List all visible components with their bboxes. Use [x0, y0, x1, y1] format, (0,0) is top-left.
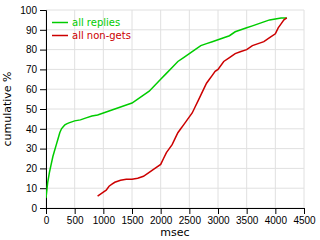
tick-label: 70 — [26, 64, 38, 75]
chart: 0 500 1000 1500 2000 2500 3000 3500 4000 4500 0 10 2… — [0, 0, 320, 240]
tick-mark — [275, 208, 276, 214]
legend-item: all replies — [52, 17, 120, 28]
tick: 90 — [26, 25, 46, 36]
axis-domain — [40, 11, 47, 209]
grid — [46, 10, 304, 208]
tick-label: 1500 — [121, 215, 144, 226]
grid-line-y — [46, 109, 304, 110]
legend-item: all non-gets — [52, 30, 131, 41]
tick-mark — [189, 208, 190, 214]
tick-label: 30 — [26, 143, 38, 154]
tick-label: 50 — [26, 104, 38, 115]
tick-mark — [75, 208, 76, 214]
tick-mark — [40, 50, 46, 51]
y-axis-title: cumulative % — [1, 71, 14, 146]
x-axis-title: msec — [160, 226, 189, 239]
legend-swatch — [52, 22, 68, 24]
tick: 100 — [20, 5, 46, 16]
tick: 40 — [26, 124, 46, 135]
tick: 2500 — [179, 208, 202, 226]
tick: 10 — [26, 183, 46, 194]
tick-label: 0 — [44, 215, 50, 226]
axis-domain — [47, 209, 305, 215]
tick-mark — [103, 208, 104, 214]
grid-line-y — [46, 168, 304, 169]
tick-mark — [40, 109, 46, 110]
tick: 30 — [26, 143, 46, 154]
tick: 80 — [26, 44, 46, 55]
tick: 4000 — [265, 208, 288, 226]
tick-mark — [218, 208, 219, 214]
tick: 70 — [26, 64, 46, 75]
tick-label: 0 — [31, 203, 37, 214]
tick: 0 — [44, 208, 50, 226]
tick-mark — [247, 208, 248, 214]
tick: 4500 — [293, 208, 316, 226]
tick-mark — [40, 129, 46, 130]
tick: 3000 — [207, 208, 230, 226]
grid-line-y — [46, 148, 304, 149]
tick-mark — [40, 188, 46, 189]
tick-label: 90 — [26, 25, 38, 36]
tick-label: 4000 — [265, 215, 288, 226]
tick: 0 — [31, 203, 46, 214]
legend-label: all replies — [72, 17, 120, 28]
tick: 20 — [26, 163, 46, 174]
grid-line-y — [46, 188, 304, 189]
tick: 500 — [67, 208, 84, 226]
tick: 3500 — [236, 208, 259, 226]
grid-line-y — [46, 89, 304, 90]
tick-mark — [40, 168, 46, 169]
tick: 50 — [26, 104, 46, 115]
tick-label: 2000 — [150, 215, 173, 226]
tick-mark — [40, 89, 46, 90]
tick-label: 20 — [26, 163, 38, 174]
tick-mark — [40, 30, 46, 31]
tick: 2000 — [150, 208, 173, 226]
grid-line-y — [46, 69, 304, 70]
series-group — [46, 18, 287, 198]
tick-label: 2500 — [179, 215, 202, 226]
y-axis: 0 10 20 30 40 50 60 70 80 90 100 — [20, 5, 46, 214]
tick-label: 500 — [67, 215, 84, 226]
legend: all replies all non-gets — [52, 17, 131, 41]
tick-mark — [40, 149, 46, 150]
tick-label: 4500 — [293, 215, 316, 226]
tick: 1000 — [93, 208, 116, 226]
line — [46, 18, 287, 198]
tick-label: 10 — [26, 183, 38, 194]
grid-line-y — [46, 10, 304, 11]
legend-label: all non-gets — [72, 30, 131, 41]
tick-label: 80 — [26, 44, 38, 55]
tick-label: 3500 — [236, 215, 259, 226]
plot: 0 500 1000 1500 2000 2500 3000 3500 4000 4500 0 10 2… — [20, 5, 316, 226]
tick-label: 100 — [20, 5, 37, 16]
tick-label: 1000 — [93, 215, 116, 226]
tick-mark — [132, 208, 133, 214]
x-axis: 0 500 1000 1500 2000 2500 3000 3500 4000 4500 — [44, 208, 316, 226]
tick-label: 40 — [26, 124, 38, 135]
tick: 60 — [26, 84, 46, 95]
tick-label: 3000 — [207, 215, 230, 226]
tick-mark — [304, 208, 305, 214]
tick-label: 60 — [26, 84, 38, 95]
tick-mark — [40, 69, 46, 70]
tick-mark — [40, 10, 46, 11]
line — [98, 18, 287, 196]
grid-line-y — [46, 49, 304, 50]
grid-line-y — [46, 128, 304, 129]
tick-mark — [161, 208, 162, 214]
tick-mark — [40, 208, 46, 209]
tick: 1500 — [121, 208, 144, 226]
legend-swatch — [52, 35, 68, 37]
